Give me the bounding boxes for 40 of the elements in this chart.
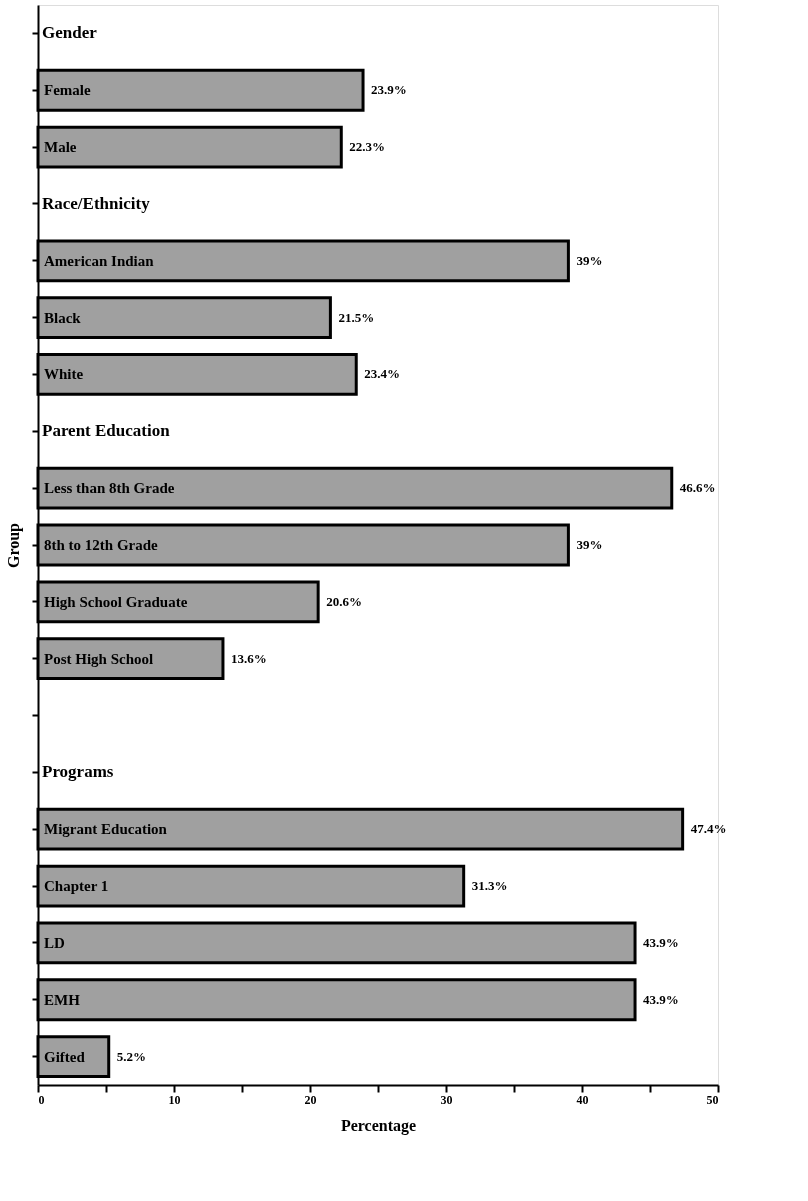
y-tick-label: American Indian [44, 252, 155, 269]
y-tick-label: Race/Ethnicity [42, 193, 151, 213]
data-label: 20.6% [326, 593, 362, 609]
data-label: 46.6% [679, 480, 716, 496]
data-label: 47.4% [690, 821, 727, 837]
data-label: 13.6% [230, 650, 267, 666]
x-tick-label: 50 [706, 1092, 719, 1107]
x-tick-label: 0 [38, 1092, 45, 1107]
y-tick-label: White [44, 366, 84, 383]
y-tick-label: Male [44, 139, 77, 156]
x-tick-label: 30 [440, 1092, 453, 1107]
y-tick-label: Chapter 1 [44, 878, 109, 895]
data-label: 39% [576, 252, 603, 268]
x-tick-label: 40 [576, 1092, 589, 1107]
y-tick-label: Migrant Education [44, 821, 168, 838]
y-tick-label: Post High School [44, 650, 154, 667]
data-label: 43.9% [643, 934, 679, 950]
y-tick-label: Parent Education [42, 421, 171, 441]
y-axis-title: Group [4, 522, 23, 569]
data-label: 23.4% [364, 366, 400, 382]
data-label: 5.2% [116, 1048, 146, 1064]
y-tick-label: Black [44, 309, 82, 326]
data-label: 23.9% [371, 82, 407, 98]
x-tick-label: 10 [168, 1092, 181, 1107]
x-tick-label: 20 [304, 1092, 317, 1107]
y-tick-label: Gifted [44, 1048, 86, 1065]
y-tick-label: Gender [42, 23, 98, 43]
data-label: 22.3% [349, 139, 386, 155]
y-tick-label: EMH [44, 991, 81, 1008]
x-axis-title: Percentage [340, 1116, 417, 1135]
data-label: 43.9% [643, 991, 679, 1007]
y-tick-label: 8th to 12th Grade [44, 537, 159, 553]
y-tick-label: Programs [42, 762, 114, 782]
data-label: 31.3% [471, 878, 508, 894]
y-tick-label: LD [44, 934, 65, 951]
y-tick-label: Female [44, 82, 91, 99]
y-tick-label: High School Graduate [44, 593, 188, 610]
data-label: 39% [576, 537, 603, 552]
data-label: 21.5% [338, 309, 375, 325]
y-tick-label: Less than 8th Grade [44, 480, 175, 497]
